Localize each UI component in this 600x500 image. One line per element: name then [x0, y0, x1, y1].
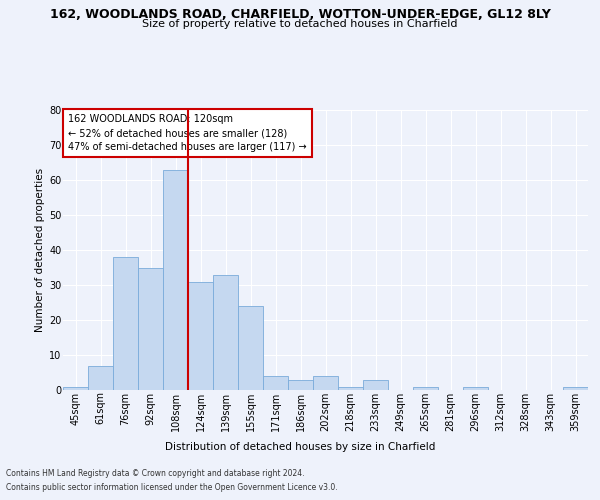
Bar: [213, 274, 238, 390]
Bar: [363, 380, 388, 390]
Text: Size of property relative to detached houses in Charfield: Size of property relative to detached ho…: [142, 19, 458, 29]
Bar: [563, 386, 588, 390]
Bar: [288, 380, 313, 390]
Bar: [413, 386, 438, 390]
Bar: [113, 257, 138, 390]
Bar: [338, 386, 363, 390]
Bar: [63, 386, 88, 390]
Bar: [163, 170, 188, 390]
Y-axis label: Number of detached properties: Number of detached properties: [35, 168, 45, 332]
Bar: [313, 376, 338, 390]
Bar: [188, 282, 213, 390]
Text: 162 WOODLANDS ROAD: 120sqm
← 52% of detached houses are smaller (128)
47% of sem: 162 WOODLANDS ROAD: 120sqm ← 52% of deta…: [68, 114, 307, 152]
Text: Distribution of detached houses by size in Charfield: Distribution of detached houses by size …: [165, 442, 435, 452]
Bar: [238, 306, 263, 390]
Text: Contains HM Land Registry data © Crown copyright and database right 2024.: Contains HM Land Registry data © Crown c…: [6, 468, 305, 477]
Bar: [263, 376, 288, 390]
Bar: [138, 268, 163, 390]
Bar: [88, 366, 113, 390]
Text: 162, WOODLANDS ROAD, CHARFIELD, WOTTON-UNDER-EDGE, GL12 8LY: 162, WOODLANDS ROAD, CHARFIELD, WOTTON-U…: [50, 8, 550, 20]
Text: Contains public sector information licensed under the Open Government Licence v3: Contains public sector information licen…: [6, 484, 338, 492]
Bar: [463, 386, 488, 390]
